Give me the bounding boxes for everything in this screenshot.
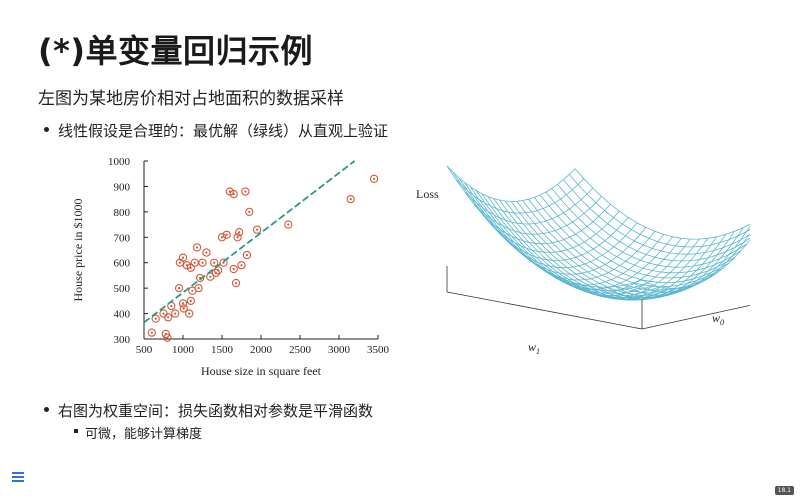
data-point xyxy=(164,313,173,322)
y-tick-label: 900 xyxy=(114,181,131,193)
bullet-text: 右图为权重空间：损失函数相对参数是平滑函数 xyxy=(58,402,374,420)
w1-axis-label: w1 xyxy=(528,340,540,356)
data-point xyxy=(186,263,195,272)
x-tick-label: 3000 xyxy=(328,344,351,356)
data-point xyxy=(229,264,238,274)
y-tick-label: 700 xyxy=(114,232,131,244)
loss-surface-mesh xyxy=(446,165,750,301)
data-point xyxy=(202,248,211,257)
y-tick-label: 300 xyxy=(114,334,131,346)
bullet-dot xyxy=(44,407,49,412)
surface-axes-box xyxy=(446,266,750,330)
data-point xyxy=(178,253,188,262)
loss-surface-plot: Loss w1 w0 xyxy=(416,165,750,356)
slide-title: (*)单变量回归示例 xyxy=(38,32,313,70)
house-price-scatter-chart: 500 1000 1500 2000 2500 3000 3500 300 400 500 600 7… xyxy=(71,156,390,378)
data-point xyxy=(206,272,215,281)
data-point xyxy=(194,283,203,293)
data-point xyxy=(369,174,379,183)
sub-bullet-differentiable: 可微，能够计算梯度 xyxy=(74,423,203,442)
data-point xyxy=(235,228,244,237)
data-point xyxy=(178,299,188,308)
data-point xyxy=(242,250,252,260)
data-point xyxy=(186,296,195,306)
data-point xyxy=(190,258,199,267)
data-point xyxy=(252,225,262,234)
menu-icon[interactable] xyxy=(12,472,24,482)
data-point xyxy=(179,304,188,313)
w0-axis-label: w0 xyxy=(712,311,724,327)
sub-bullet-square xyxy=(74,429,78,433)
bullet-linear-hypothesis: 线性假设是合理的：最优解（绿线）从直观上验证 xyxy=(44,120,389,141)
data-point xyxy=(171,309,180,318)
data-point xyxy=(284,220,293,229)
data-point xyxy=(192,243,202,252)
y-tick-label: 1000 xyxy=(108,156,131,168)
data-point xyxy=(147,328,156,337)
y-axis-title: House price in $1000 xyxy=(71,199,85,302)
data-point xyxy=(163,333,172,342)
x-tick-label: 1500 xyxy=(211,344,234,356)
bullet-weight-space: 右图为权重空间：损失函数相对参数是平滑函数 xyxy=(44,400,374,421)
data-point xyxy=(231,278,241,288)
data-point xyxy=(346,194,355,204)
data-point xyxy=(174,283,184,293)
data-point xyxy=(245,207,254,217)
x-axis-title: House size in square feet xyxy=(201,364,322,378)
x-tick-label: 2500 xyxy=(289,344,312,356)
y-tick-label: 500 xyxy=(114,283,131,295)
data-point xyxy=(217,233,227,242)
x-tick-label: 3500 xyxy=(367,344,390,356)
data-point xyxy=(237,261,246,270)
loss-axis-label: Loss xyxy=(416,187,439,201)
bullet-dot xyxy=(44,127,49,132)
data-point xyxy=(229,189,238,199)
data-point xyxy=(210,258,219,267)
data-point xyxy=(222,230,231,239)
page-number: 18.1 xyxy=(774,486,794,495)
sub-bullet-text: 可微，能够计算梯度 xyxy=(85,427,203,442)
data-point xyxy=(241,187,250,196)
data-point xyxy=(185,309,194,318)
y-tick-label: 400 xyxy=(114,309,131,321)
x-tick-label: 2000 xyxy=(250,344,273,356)
data-point xyxy=(159,309,168,318)
bullet-text: 线性假设是合理的：最优解（绿线）从直观上验证 xyxy=(58,122,389,140)
data-point xyxy=(151,314,160,323)
y-tick-label: 800 xyxy=(114,207,131,219)
data-point xyxy=(233,233,242,242)
data-point xyxy=(198,258,207,267)
slide-subtitle: 左图为某地房价相对占地面积的数据采样 xyxy=(38,89,344,109)
x-tick-label: 1000 xyxy=(172,344,195,356)
fit-line xyxy=(143,160,356,324)
y-tick-label: 600 xyxy=(114,258,131,270)
x-tick-label: 500 xyxy=(136,344,153,356)
chart-axes: 500 1000 1500 2000 2500 3000 3500 300 400 500 600 7… xyxy=(108,156,390,356)
chart-points xyxy=(147,174,379,342)
